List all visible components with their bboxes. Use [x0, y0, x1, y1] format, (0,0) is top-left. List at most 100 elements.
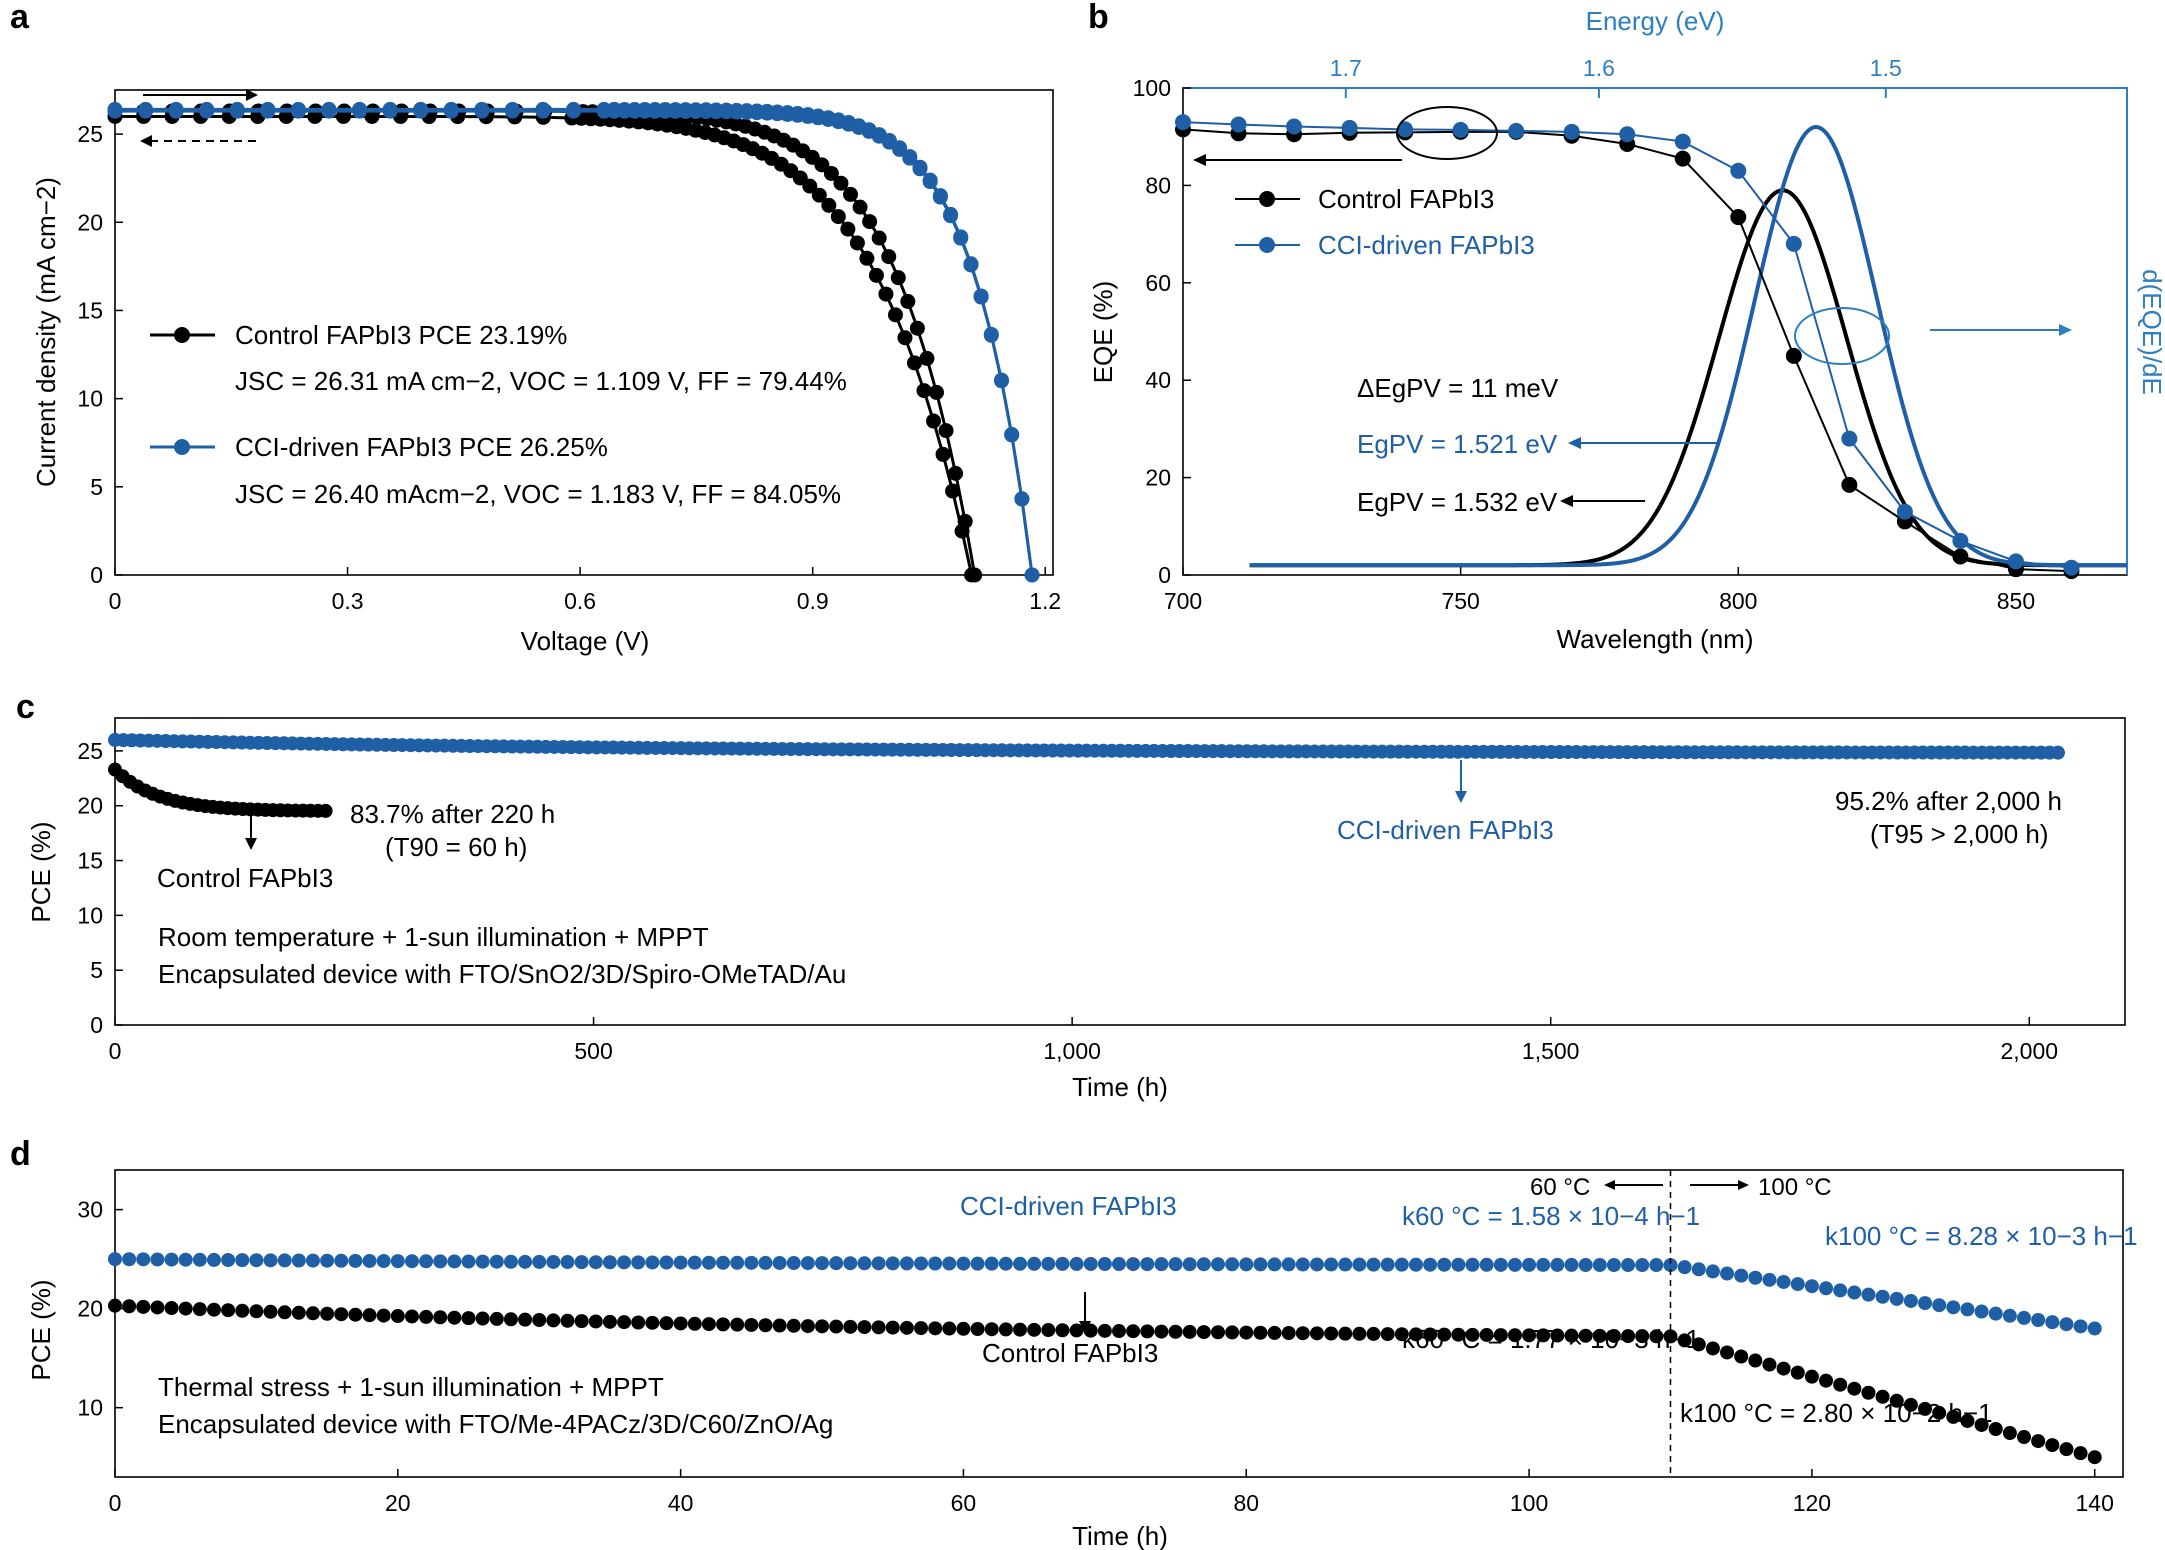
pce-point — [1338, 1326, 1353, 1341]
x-tick-label: 1,000 — [1043, 1038, 1101, 1064]
panel-label-b: b — [1088, 0, 1109, 36]
cci-pointer-head-c — [1455, 791, 1467, 803]
control-label-d: Control FAPbI3 — [982, 1338, 1158, 1368]
pce-point — [2045, 1438, 2060, 1453]
derivative-axis-ellipse — [1794, 307, 1890, 365]
pce-point — [1267, 1257, 1282, 1272]
jv-point — [823, 165, 839, 181]
pce-point — [1437, 1257, 1452, 1272]
pce-point — [687, 1316, 702, 1331]
pce-point — [673, 1255, 688, 1270]
pce-point — [2002, 1426, 2017, 1441]
pce-point — [1097, 1323, 1112, 1338]
pce-point — [376, 1254, 391, 1269]
pce-point — [518, 1254, 533, 1269]
pce-point — [1479, 1257, 1494, 1272]
pce-point — [1309, 1257, 1324, 1272]
jv-point — [321, 101, 337, 117]
pce-point — [631, 1255, 646, 1270]
pce-point — [1889, 1291, 1904, 1306]
pce-point — [1621, 1329, 1636, 1344]
pce-point — [1564, 1257, 1579, 1272]
top-axis-label-b: Energy (eV) — [1586, 6, 1725, 36]
jv-point — [138, 101, 154, 117]
jv-point — [814, 157, 830, 173]
y-tick-label: 40 — [1145, 367, 1171, 393]
pce-point — [687, 1255, 702, 1270]
eqe-point — [1952, 532, 1969, 549]
jv-point — [945, 483, 961, 499]
pce-point — [815, 1319, 830, 1334]
condition-d: Thermal stress + 1-sun illumination + MP… — [158, 1372, 664, 1402]
y-tick-label: 0 — [1158, 562, 1171, 588]
jv-point — [504, 101, 520, 117]
axes-b: 700 750 800 850 0 20 40 60 80 100 1.7 1.6 1.5 — [1133, 55, 2036, 614]
pce-point — [1918, 1401, 1933, 1416]
reverse-scan-arrowhead — [140, 135, 152, 147]
pce-point — [744, 1255, 759, 1270]
pce-point — [1974, 1304, 1989, 1319]
pce-point — [546, 1254, 561, 1269]
panel-label-d: d — [10, 1135, 31, 1173]
pce-point — [617, 1255, 632, 1270]
pce-point — [1451, 1257, 1466, 1272]
jv-point — [871, 230, 887, 246]
control-retention-c: 83.7% after 220 h — [350, 799, 555, 829]
legend-control-params-a: JSC = 26.31 mA cm−2, VOC = 1.109 V, FF =… — [235, 366, 847, 396]
pce-point — [588, 1314, 603, 1329]
pce-point — [206, 1252, 221, 1267]
pce-point — [659, 1316, 674, 1331]
pce-point — [263, 1253, 278, 1268]
panel-b-eqe: 700 750 800 850 0 20 40 60 80 100 1.7 1.6 1.5 Contro… — [1088, 6, 2165, 654]
eqe-point — [1452, 121, 1469, 138]
cci-label-d: CCI-driven FAPbI3 — [960, 1191, 1177, 1221]
y-axis-label-c: PCE (%) — [26, 821, 56, 922]
legend-marker-cci-b — [1259, 237, 1275, 253]
pce-point — [1507, 1328, 1522, 1343]
pce-point — [2059, 1442, 2074, 1457]
y-axis-label-a: Current density (mA cm−2) — [31, 177, 61, 487]
pce-point — [1734, 1268, 1749, 1283]
pce-point — [1423, 1257, 1438, 1272]
eqe-point — [1397, 121, 1414, 138]
pce-point — [1889, 1393, 1904, 1408]
series-b — [1175, 114, 2128, 580]
x-tick-label: 60 — [951, 1490, 977, 1516]
pce-point — [1465, 1257, 1480, 1272]
pce-point — [1309, 1326, 1324, 1341]
panel-c-stability-rt: 0 500 1,000 1,500 2,000 0 5 10 15 20 25 83.7% afte… — [26, 717, 2126, 1102]
pce-point — [2051, 745, 2065, 760]
pce-point — [800, 1256, 815, 1271]
pce-point — [1649, 1329, 1664, 1344]
jv-point — [928, 384, 944, 400]
pce-point — [2031, 1313, 2046, 1328]
panel-label-a: a — [10, 0, 30, 36]
pce-point — [164, 1301, 179, 1316]
pce-point — [546, 1313, 561, 1328]
jv-point — [897, 330, 913, 346]
pce-point — [631, 1315, 646, 1330]
pce-point — [404, 1309, 419, 1324]
pce-point — [362, 1253, 377, 1268]
x-tick-label: 0 — [109, 1038, 122, 1064]
pce-point — [1182, 1324, 1197, 1339]
axes-a: 0 0.3 0.6 0.9 1.2 0 5 10 15 20 25 — [77, 121, 1061, 614]
y-tick-label: 100 — [1133, 75, 1171, 101]
jv-point — [566, 101, 582, 117]
plot-frame-b — [1182, 87, 2128, 576]
top-tick-label: 1.5 — [1870, 55, 1902, 81]
cci-k100-d: k100 °C = 8.28 × 10−3 h−1 — [1825, 1221, 2138, 1251]
jv-point — [821, 197, 837, 213]
pce-point — [2059, 1317, 2074, 1332]
eqe-point — [1674, 133, 1691, 150]
x-axis-label-b: Wavelength (nm) — [1557, 624, 1754, 654]
pce-point — [744, 1317, 759, 1332]
pce-point — [1748, 1353, 1763, 1368]
x-tick-label: 80 — [1233, 1490, 1259, 1516]
cci-eg-arrowhead — [1568, 437, 1581, 449]
pce-point — [235, 1303, 250, 1318]
x-tick-label: 0.3 — [332, 588, 364, 614]
plot-frame-a — [114, 89, 1054, 576]
pce-point — [716, 1255, 731, 1270]
pce-point — [956, 1321, 971, 1336]
